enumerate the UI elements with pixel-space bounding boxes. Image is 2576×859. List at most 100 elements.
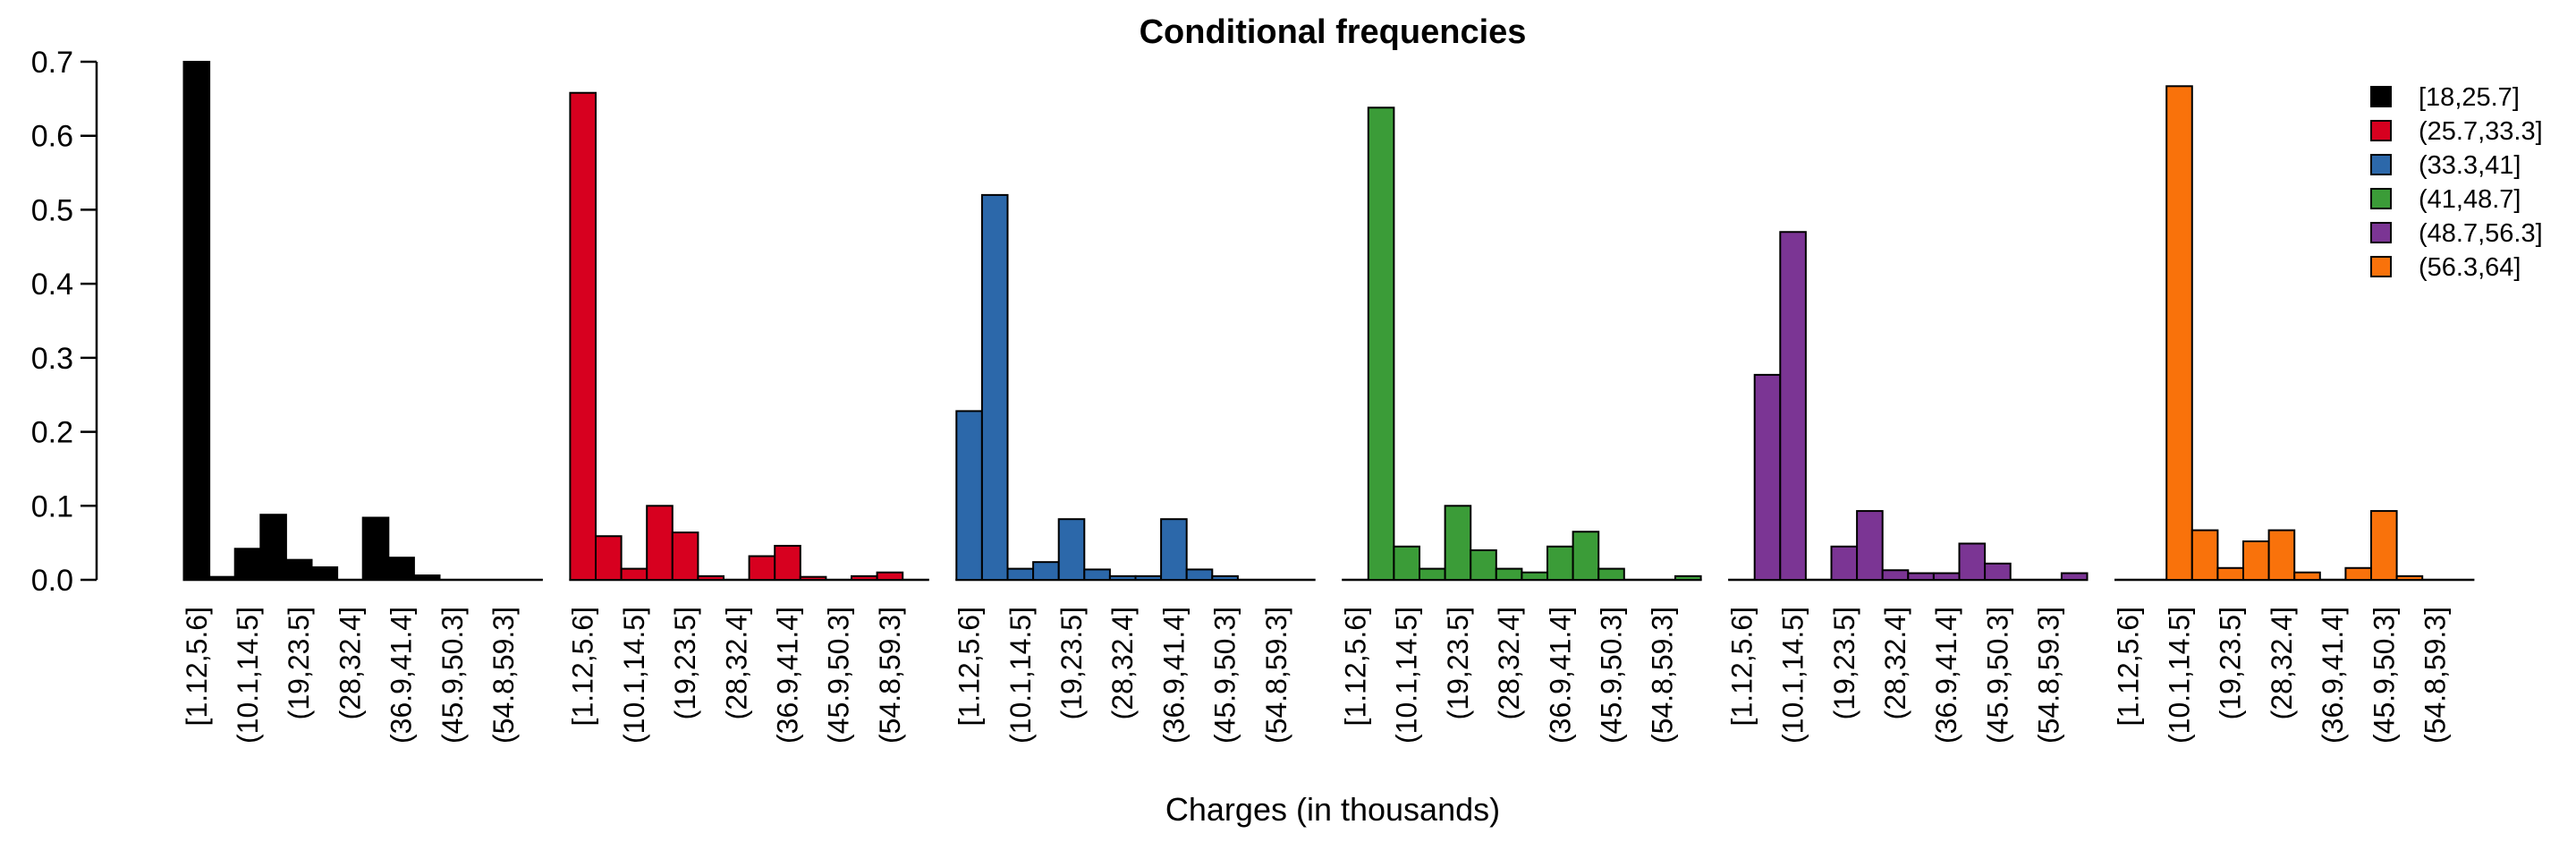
bar (799, 575, 827, 581)
bar (2165, 85, 2193, 581)
bar (1160, 518, 1188, 581)
bar (1572, 531, 1600, 582)
legend-item: (25.7,33.3] (2370, 117, 2543, 146)
bar (569, 91, 597, 582)
x-tick-label: (45.9,50.3] (2368, 607, 2400, 744)
legend-swatch (2370, 86, 2392, 107)
x-tick-label: (45.9,50.3] (1209, 607, 1241, 744)
legend-label: [18,25.7] (2419, 83, 2520, 112)
x-tick-label: (45.9,50.3] (823, 607, 855, 744)
chart-title: Conditional frequencies (1140, 13, 1527, 51)
bar (1932, 572, 1961, 582)
legend: [18,25.7] (25.7,33.3] (33.3,41] (41,48.7] (4… (2370, 83, 2543, 282)
y-tick-label: 0.6 (31, 120, 73, 154)
y-tick-label: 0.5 (31, 193, 73, 227)
bar (361, 516, 390, 582)
x-tick-label: (54.8,59.3] (1647, 607, 1679, 744)
bar (2242, 540, 2270, 582)
x-tick-label: (54.8,59.3] (2419, 607, 2452, 744)
legend-item: (56.3,64] (2370, 253, 2521, 282)
x-tick-label: (36.9,41.4] (772, 607, 804, 744)
x-tick-label: (19,23.5] (1442, 607, 1474, 719)
y-tick-label: 0.4 (31, 268, 73, 302)
bar (620, 567, 648, 581)
chart-panels: [1.12,5.6] (10.1,14.5] (19,23.5] (28,32.4] (… (181, 61, 2475, 744)
bar (1211, 574, 1239, 581)
x-tick-label: (19,23.5] (669, 607, 701, 719)
x-tick-label: (28,32.4] (2266, 607, 2298, 719)
x-tick-label: (45.9,50.3] (1596, 607, 1628, 744)
bar (1057, 518, 1086, 581)
x-tick-label: [1.12,5.6] (1725, 607, 1758, 726)
x-tick-label: [1.12,5.6] (1340, 607, 1372, 726)
bar (208, 575, 236, 581)
x-tick-label: (19,23.5] (283, 607, 315, 719)
bar (2344, 566, 2372, 581)
bar (1674, 574, 1702, 581)
legend-swatch (2370, 188, 2392, 209)
bar (774, 544, 801, 581)
x-tick-label: (10.1,14.5] (618, 607, 650, 744)
bar (1597, 567, 1625, 581)
x-tick-label: (45.9,50.3] (436, 607, 469, 744)
legend-item: (33.3,41] (2370, 151, 2521, 180)
x-tick-label: (19,23.5] (2215, 607, 2247, 719)
bar (876, 571, 904, 582)
x-tick-label: (28,32.4] (1879, 607, 1911, 719)
x-tick-label: (28,32.4] (1493, 607, 1525, 719)
x-tick-label: (36.9,41.4] (1157, 607, 1190, 744)
bar (412, 574, 441, 582)
legend-swatch (2370, 256, 2392, 277)
bar (1958, 542, 1987, 581)
y-tick-label: 0.7 (31, 46, 73, 80)
y-tick-label: 0.3 (31, 342, 73, 376)
x-tick-label: (10.1,14.5] (2164, 607, 2196, 744)
panel-5: [1.12,5.6] (10.1,14.5] (19,23.5] (28,32.4] (… (1725, 231, 2089, 744)
bar (748, 555, 776, 582)
legend-label: (25.7,33.3] (2419, 117, 2543, 146)
bar (646, 505, 674, 581)
y-axis: 0.0 0.1 0.2 0.3 0.4 0.5 0.6 0.7 (31, 46, 98, 598)
bar (1419, 567, 1446, 581)
legend-label: (56.3,64] (2419, 253, 2521, 282)
bar (1779, 231, 1807, 581)
bar (1134, 574, 1163, 581)
x-tick-label: (28,32.4] (720, 607, 752, 719)
bar (1185, 568, 1214, 581)
bar (2370, 510, 2398, 582)
x-tick-label: (36.9,41.4] (1544, 607, 1576, 744)
bar (1495, 567, 1523, 581)
bar (1546, 545, 1574, 581)
y-tick-label: 0.2 (31, 416, 73, 450)
bar (1083, 568, 1111, 581)
bar (1881, 569, 1910, 581)
bar (182, 61, 211, 581)
bar (1367, 106, 1395, 582)
bar (1032, 561, 1060, 581)
bar (595, 535, 623, 581)
y-tick-label: 0.0 (31, 564, 73, 598)
x-tick-label: [1.12,5.6] (567, 607, 599, 726)
x-tick-label: (10.1,14.5] (1391, 607, 1423, 744)
legend-swatch (2370, 222, 2392, 243)
bar (1108, 574, 1137, 581)
bar (851, 574, 878, 581)
legend-item: [18,25.7] (2370, 83, 2520, 112)
bar (1984, 562, 2012, 581)
x-tick-label: (19,23.5] (1055, 607, 1088, 719)
x-tick-label: (54.8,59.3] (2033, 607, 2065, 744)
x-tick-label: (54.8,59.3] (1260, 607, 1292, 744)
bar (310, 566, 339, 582)
x-tick-label: [1.12,5.6] (181, 607, 213, 726)
legend-label: (41,48.7] (2419, 185, 2521, 214)
x-tick-label: (54.8,59.3] (487, 607, 520, 744)
legend-swatch (2370, 154, 2392, 175)
x-tick-label: (19,23.5] (1828, 607, 1860, 719)
legend-item: (48.7,56.3] (2370, 219, 2543, 248)
legend-swatch (2370, 120, 2392, 141)
bar (2216, 566, 2244, 581)
x-tick-label: (36.9,41.4] (386, 607, 418, 744)
x-tick-label: (10.1,14.5] (1777, 607, 1809, 744)
bar (980, 193, 1009, 581)
